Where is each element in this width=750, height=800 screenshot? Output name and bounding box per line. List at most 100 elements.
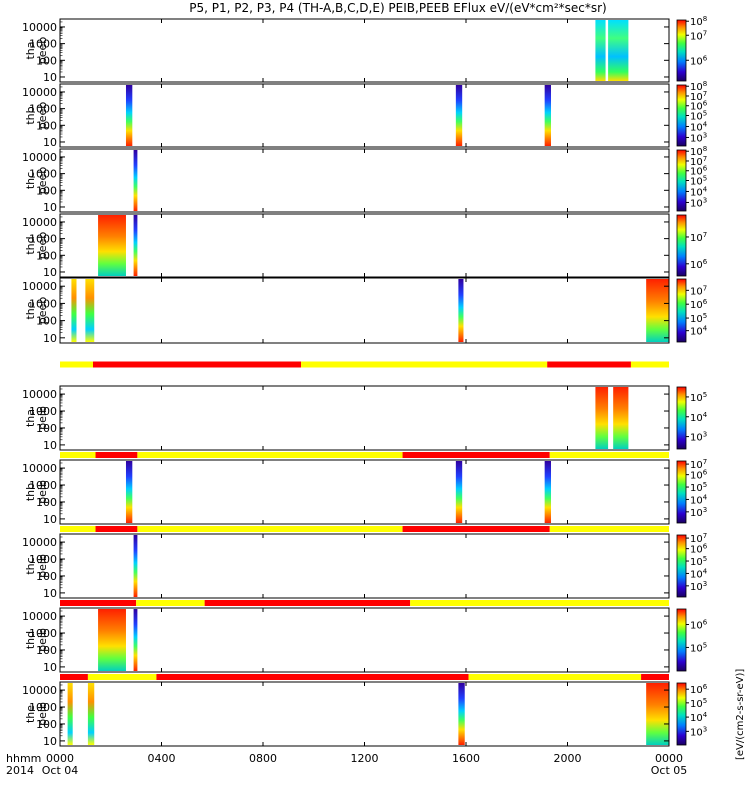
colorbar-tick-label: 103 xyxy=(690,725,707,738)
colorbar-unit-label: [eV/(cm2-s-sr-eV)] xyxy=(735,669,746,760)
state-bar-segment xyxy=(156,674,469,680)
state-bar-segment xyxy=(92,361,302,368)
colorbar-tick-label: 108 xyxy=(690,145,707,158)
y-tick-label: 10 xyxy=(43,266,57,279)
y-tick-label: 10 xyxy=(43,71,57,84)
state-bar-segment xyxy=(95,452,138,458)
state-bar-segment xyxy=(402,526,550,532)
colorbar-tick-label: 106 xyxy=(690,258,708,271)
y-tick-label: 100 xyxy=(36,249,57,262)
x-tick-label: 0000 xyxy=(655,752,683,765)
colorbar xyxy=(676,608,687,672)
y-tick-label: 1000 xyxy=(29,103,57,116)
y-tick-label: 100 xyxy=(36,718,57,731)
state-bar-segment xyxy=(95,526,138,532)
colorbar-tick-label: 106 xyxy=(690,469,708,482)
state-bar-segment xyxy=(204,600,411,606)
data-interval xyxy=(595,387,609,449)
panel-frame xyxy=(59,459,670,525)
y-tick-label: 100 xyxy=(36,496,57,509)
colorbar-tick-label: 104 xyxy=(690,493,708,506)
y-tick-label: 10000 xyxy=(22,86,57,99)
colorbar xyxy=(676,386,687,450)
colorbar-tick-label: 105 xyxy=(690,641,707,654)
colorbar-tick-label: 107 xyxy=(690,29,707,42)
colorbar-tick-label: 105 xyxy=(690,481,707,494)
panel-label-product: peib xyxy=(36,702,49,726)
state-bar-segment xyxy=(60,452,96,458)
colorbar-tick-label: 104 xyxy=(690,325,708,338)
panel-label-product: peeb xyxy=(36,102,49,130)
colorbar-tick-label: 106 xyxy=(690,165,708,178)
colorbar-tick-label: 107 xyxy=(690,90,707,103)
data-interval xyxy=(646,683,669,745)
state-bar-segment xyxy=(549,526,669,532)
colorbar-tick-label: 104 xyxy=(690,120,708,133)
colorbar-tick-label: 106 xyxy=(690,683,708,696)
colorbar-tick-label: 106 xyxy=(690,543,708,556)
data-interval xyxy=(98,609,126,671)
data-interval xyxy=(544,461,552,523)
state-bar-segment xyxy=(60,600,137,606)
x-tick-label: 0000 xyxy=(46,752,74,765)
colorbar-tick-label: 105 xyxy=(690,110,707,123)
panel-label-probe: thb xyxy=(24,483,37,501)
state-bar xyxy=(60,361,669,368)
panel-label-probe: thc xyxy=(24,172,37,189)
data-interval xyxy=(595,20,606,81)
panel-label-probe: thd xyxy=(24,631,37,649)
colorbar-tick-label: 104 xyxy=(690,711,708,724)
y-tick-label: 10 xyxy=(43,332,57,345)
state-bar-segment xyxy=(402,452,550,458)
state-bar xyxy=(60,674,669,680)
y-tick-label: 10 xyxy=(43,587,57,600)
panel-label-product: peib xyxy=(36,406,49,430)
y-tick-label: 1000 xyxy=(29,405,57,418)
state-bar-segment xyxy=(410,600,669,606)
colorbar-tick-label: 104 xyxy=(690,411,708,424)
y-tick-label: 10 xyxy=(43,136,57,149)
colorbar-tick-label: 104 xyxy=(690,567,708,580)
data-interval xyxy=(125,85,133,146)
colorbar-tick-label: 107 xyxy=(690,458,707,471)
colorbar-tick-label: 106 xyxy=(690,100,708,113)
y-tick-label: 10000 xyxy=(22,216,57,229)
panel-label-probe: the xyxy=(24,705,37,723)
state-bar-segment xyxy=(60,526,96,532)
x-axis-row-label-year: 2014 xyxy=(6,764,34,777)
y-tick-label: 10 xyxy=(43,201,57,214)
y-tick-label: 10000 xyxy=(22,610,57,623)
data-interval xyxy=(455,461,463,523)
colorbar-tick-label: 106 xyxy=(690,54,708,67)
y-tick-label: 1000 xyxy=(29,38,57,51)
colorbar-tick-label: 105 xyxy=(690,391,707,404)
x-tick-label: 1600 xyxy=(452,752,480,765)
colorbar-tick-label: 105 xyxy=(690,555,707,568)
panel-label-product: peib xyxy=(36,554,49,578)
y-tick-label: 10 xyxy=(43,735,57,748)
colorbar xyxy=(676,214,687,277)
state-bar xyxy=(60,452,669,458)
y-tick-label: 1000 xyxy=(29,297,57,310)
y-tick-label: 10000 xyxy=(22,684,57,697)
y-tick-label: 100 xyxy=(36,570,57,583)
x-date-label: Oct 05 xyxy=(651,764,688,777)
colorbar xyxy=(676,278,687,343)
panel-label-product: peeb xyxy=(36,167,49,195)
y-tick-label: 10 xyxy=(43,513,57,526)
y-tick-label: 10000 xyxy=(22,21,57,34)
colorbar xyxy=(676,84,687,147)
data-interval xyxy=(71,279,77,342)
state-bar-segment xyxy=(630,361,669,368)
colorbar-tick-label: 107 xyxy=(690,284,707,297)
state-bar-segment xyxy=(468,674,642,680)
panel-label-probe: tha xyxy=(24,409,37,427)
panel-frame xyxy=(59,83,670,148)
panel-frame xyxy=(59,18,670,83)
x-tick-label: 0400 xyxy=(148,752,176,765)
colorbar-tick-label: 104 xyxy=(690,185,708,198)
